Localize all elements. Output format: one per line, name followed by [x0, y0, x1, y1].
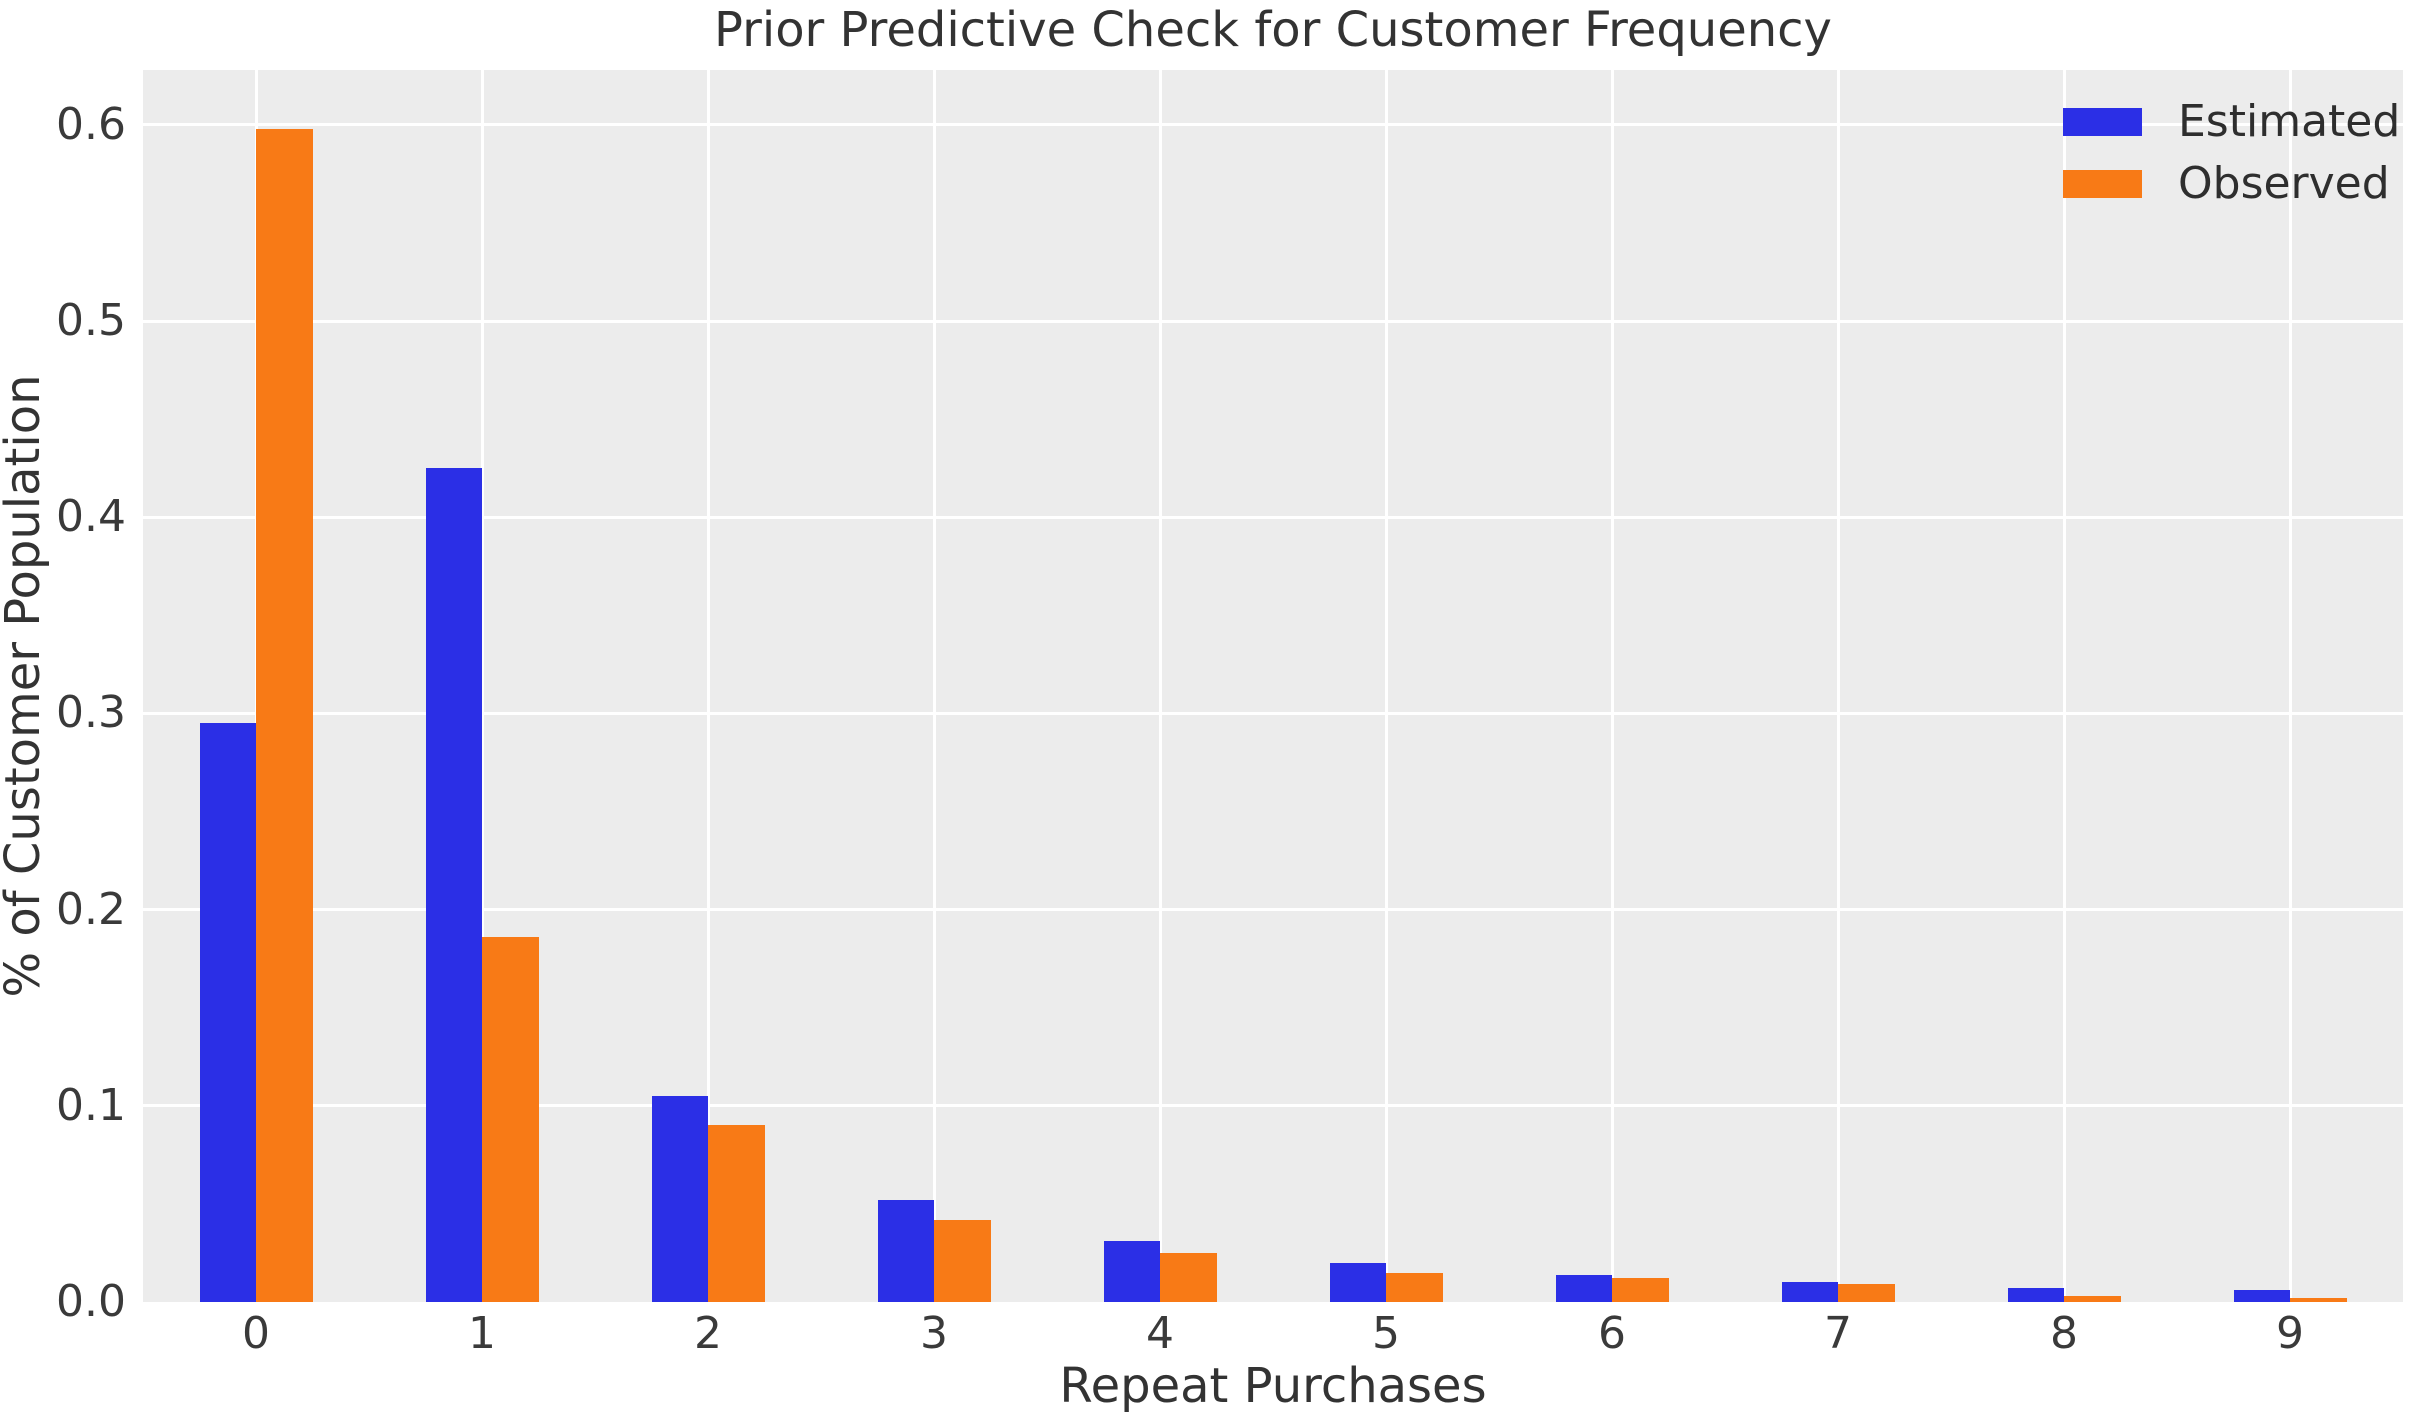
x-tick-label-9: 9 [2276, 1308, 2304, 1359]
bar-estimated-1 [425, 468, 482, 1302]
bar-estimated-2 [651, 1096, 708, 1302]
bar-observed-0 [256, 128, 313, 1302]
bar-observed-9 [2290, 1298, 2347, 1302]
gridline-x-4 [1158, 70, 1162, 1302]
bar-estimated-5 [1329, 1262, 1386, 1302]
bar-estimated-0 [199, 723, 256, 1302]
gridline-x-3 [932, 70, 936, 1302]
legend-swatch-estimated [2063, 108, 2142, 136]
legend-item-estimated: Estimated [2063, 96, 2400, 148]
bar-estimated-8 [2007, 1288, 2064, 1302]
y-tick-label-0.5: 0.5 [56, 295, 126, 347]
gridline-x-2 [706, 70, 710, 1302]
bar-observed-3 [934, 1219, 991, 1302]
x-tick-label-4: 4 [1146, 1308, 1174, 1359]
chart-title: Prior Predictive Check for Customer Freq… [714, 2, 1832, 58]
x-tick-label-3: 3 [920, 1308, 948, 1359]
bar-observed-4 [1160, 1252, 1217, 1302]
legend-label-estimated: Estimated [2178, 96, 2401, 147]
gridline-y-0.4 [143, 515, 2403, 519]
y-tick-label-0.3: 0.3 [56, 687, 126, 739]
bar-observed-1 [482, 937, 539, 1302]
x-tick-label-0: 0 [242, 1308, 270, 1359]
bar-observed-8 [2064, 1296, 2121, 1302]
gridline-y-0.1 [143, 1104, 2403, 1108]
gridline-x-7 [1836, 70, 1840, 1302]
gridline-y-0.3 [143, 711, 2403, 715]
bar-estimated-4 [1103, 1241, 1160, 1302]
y-tick-label-0.6: 0.6 [56, 98, 126, 150]
bar-observed-6 [1612, 1278, 1669, 1302]
gridline-x-9 [2288, 70, 2292, 1302]
y-tick-label-0.4: 0.4 [56, 491, 126, 543]
gridline-y-0.5 [143, 319, 2403, 323]
y-tick-label-0.2: 0.2 [56, 883, 126, 935]
gridline-x-8 [2062, 70, 2066, 1302]
x-tick-label-8: 8 [2050, 1308, 2078, 1359]
x-tick-label-7: 7 [1824, 1308, 1852, 1359]
legend-label-observed: Observed [2178, 158, 2390, 209]
legend-item-observed: Observed [2063, 158, 2400, 210]
gridline-x-5 [1384, 70, 1388, 1302]
bar-observed-7 [1838, 1284, 1895, 1302]
x-tick-label-6: 6 [1598, 1308, 1626, 1359]
x-tick-label-1: 1 [468, 1308, 496, 1359]
gridline-x-1 [480, 70, 484, 1302]
y-tick-label-0.1: 0.1 [56, 1079, 126, 1131]
x-tick-label-2: 2 [694, 1308, 722, 1359]
gridline-y-0.6 [143, 123, 2403, 127]
legend-swatch-observed [2063, 170, 2142, 198]
bar-estimated-6 [1555, 1274, 1612, 1302]
gridline-x-6 [1610, 70, 1614, 1302]
y-tick-label-0.0: 0.0 [56, 1276, 126, 1327]
bar-observed-5 [1386, 1272, 1443, 1302]
x-tick-label-5: 5 [1372, 1308, 1400, 1359]
bar-estimated-7 [1781, 1282, 1838, 1302]
x-axis-label: Repeat Purchases [1059, 1358, 1487, 1414]
gridline-y-0.2 [143, 908, 2403, 912]
legend: Estimated Observed [2063, 96, 2400, 210]
bar-estimated-3 [877, 1200, 934, 1302]
plot-area [143, 70, 2403, 1302]
bar-observed-2 [708, 1125, 765, 1302]
bar-estimated-9 [2233, 1290, 2290, 1302]
